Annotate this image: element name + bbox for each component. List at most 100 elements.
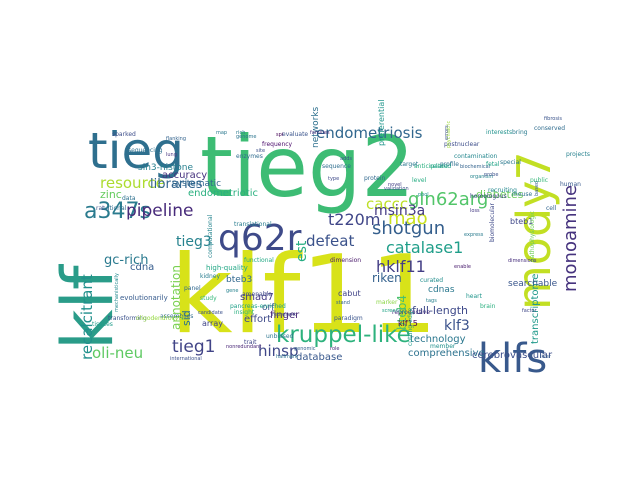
word-transcriptome: transcriptome	[530, 274, 541, 344]
word-represent: represent	[272, 312, 296, 318]
word-effort: effort	[244, 314, 271, 325]
word-kruppel-like: kruppel-like	[276, 322, 411, 348]
word-t220m: t220m	[328, 210, 380, 229]
word-libraries: libraries	[150, 177, 203, 192]
word-spi: spi	[276, 132, 283, 138]
word-database: database	[296, 352, 342, 363]
word-tags: tags	[426, 298, 437, 304]
word-evaluate: evaluate	[282, 131, 308, 138]
word-heart: heart	[466, 293, 483, 300]
word-trait: trait	[244, 339, 257, 346]
word-full-length: full-length	[412, 304, 468, 317]
word-biochemical: biochemical	[460, 164, 490, 170]
word-cdnas: cdnas	[428, 285, 455, 295]
word-national: national	[102, 205, 127, 212]
word-comprehensive: comprehensive	[408, 348, 485, 359]
word-pipeline: pipeline	[126, 201, 193, 221]
word-map: map	[216, 130, 227, 136]
word-catalase1: catalase1	[386, 238, 463, 257]
word-annotation: annotation	[169, 265, 183, 330]
word-based: based	[534, 181, 540, 196]
word-computational: computational	[207, 214, 214, 258]
word-pancreas-enriched: pancreas-enriched	[230, 303, 286, 310]
word-resource: resource	[100, 174, 165, 192]
word-finger: finger	[270, 310, 300, 321]
word-interests: interests	[486, 129, 512, 136]
word-cutting-edge: cutting-edge	[407, 307, 414, 346]
word-organism: organism	[470, 174, 493, 180]
word-recalcitrant: recalcitrant	[78, 274, 96, 360]
word-screening: screening	[382, 308, 406, 314]
word-protein: protein	[364, 175, 386, 182]
word-pool: pool	[418, 192, 429, 198]
word-tieg3: tieg3	[176, 234, 212, 250]
word-panel: panel	[184, 285, 201, 292]
word-assemblies: assemblies	[160, 313, 193, 320]
word-profile: profile	[440, 161, 459, 168]
word-mao: mao	[388, 208, 428, 229]
word-insight: insight	[234, 309, 255, 316]
word-novel: novel	[388, 182, 402, 188]
word-oli-neu: oli-neu	[92, 344, 143, 362]
word-gc-rich: gc-rich	[104, 253, 148, 268]
word-cabut: cabut	[338, 289, 361, 298]
word-psychiatric: psychiatric	[446, 120, 452, 148]
word-hallmark: hallmark	[276, 354, 298, 360]
word-cerebrovascular: cerebrovascular	[472, 350, 553, 361]
word-klf: klf	[47, 264, 129, 350]
word-international: international	[170, 356, 202, 362]
word-human: human	[560, 181, 581, 188]
word-factor: factor	[522, 308, 538, 314]
word-cdna: cdna	[130, 262, 154, 273]
word-frequency: frequency	[262, 141, 293, 148]
word-hklf11: hklf11	[376, 257, 426, 276]
word-biomolecular: biomolecular	[489, 203, 496, 242]
word-target: target	[400, 161, 419, 168]
word-genome: genome	[236, 134, 256, 140]
word-sequence: sequence	[322, 163, 351, 170]
word-q62r: q62r	[218, 218, 302, 259]
word-genomic: genomic	[294, 346, 316, 352]
word-loss: loss	[470, 208, 480, 214]
word-smad7: smad7	[240, 292, 274, 303]
word-probe: probe	[484, 172, 498, 178]
word-nonredundant: nonredundant	[226, 344, 261, 350]
word-pathophysiologic: pathophysiologic	[529, 211, 536, 262]
word-bteb1: bteb1	[510, 217, 533, 226]
word-level: level	[412, 177, 427, 184]
word-express: express	[464, 232, 484, 238]
word-study: study	[200, 295, 217, 302]
word-technology: technology	[410, 334, 466, 345]
word-families: families	[310, 130, 330, 136]
word-brain: brain	[480, 303, 496, 310]
word-dimensions: dimensions	[508, 258, 537, 264]
word-enable: enable	[454, 264, 471, 270]
word-bring: bring	[512, 129, 528, 136]
word-diabetes: diabetes	[476, 188, 524, 201]
word-sequencing: sequencing	[128, 147, 163, 154]
word-bteb4: bteb4	[395, 295, 409, 330]
word-rat: rat	[96, 205, 105, 212]
word-functional: functional	[244, 257, 274, 264]
word-monoamine: monoamine	[560, 185, 581, 292]
word-lung: lung	[166, 152, 177, 158]
word-tieg2: tieg2	[200, 118, 415, 216]
word-evolutionarily: evolutionarily	[120, 294, 168, 302]
word-networks: networks	[311, 106, 321, 148]
word-liver: liver	[540, 354, 552, 360]
word-special: special	[500, 159, 521, 166]
word-site: site	[256, 148, 265, 154]
word-accuracy: accuracy	[162, 170, 207, 181]
word-preferential: preferential	[377, 100, 386, 146]
word-high-quality: high-quality	[206, 264, 248, 272]
word-homologous: homologous	[470, 193, 507, 200]
word-recruiting: recruiting	[488, 187, 517, 194]
word-curated: curated	[420, 277, 443, 284]
word-flanking: flanking	[166, 136, 186, 142]
word-marker: marker	[376, 299, 398, 306]
word-defeat: defeat	[306, 232, 354, 250]
word-public: public	[530, 177, 548, 184]
word-klf15: klf15	[398, 319, 418, 328]
word-errors: errors	[444, 125, 450, 140]
